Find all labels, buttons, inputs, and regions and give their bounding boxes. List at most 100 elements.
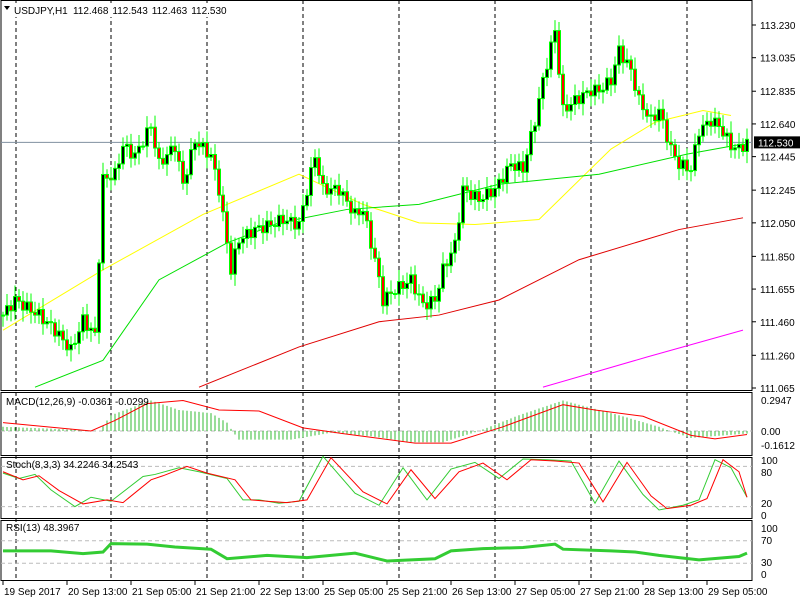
time-axis-label: 21 Sep 21:00: [196, 587, 256, 598]
candle: [89, 327, 93, 332]
macd-signal-line: [2, 399, 748, 444]
time-axis-label: 26 Sep 13:00: [452, 587, 512, 598]
candle: [717, 117, 721, 127]
candle: [329, 188, 333, 195]
candle: [629, 59, 633, 70]
candle: [121, 145, 125, 165]
candle: [161, 157, 165, 165]
candle: [333, 184, 337, 190]
candle: [737, 143, 741, 149]
price-axis-label: 113.035: [760, 54, 796, 65]
candle: [261, 225, 265, 234]
oscillator-axis-label: 100: [761, 524, 778, 535]
ohlc-close: 112.530: [191, 6, 227, 17]
oscillator-axis-label: 100: [761, 456, 778, 467]
candle: [53, 322, 57, 337]
candle: [657, 108, 661, 122]
candle: [225, 211, 229, 244]
candle: [21, 300, 25, 311]
candle: [685, 159, 689, 172]
candle: [649, 114, 653, 117]
candle: [85, 314, 89, 332]
candle: [221, 194, 225, 213]
candle: [173, 145, 177, 153]
candle: [581, 92, 585, 105]
candle: [101, 173, 105, 264]
candle: [177, 151, 181, 162]
candle: [533, 125, 537, 132]
candle: [337, 184, 341, 196]
candle: [33, 311, 37, 316]
candle: [105, 173, 109, 179]
candle: [573, 95, 577, 106]
candle: [553, 30, 557, 43]
candle: [141, 145, 145, 148]
candle: [309, 167, 313, 196]
candle: [345, 191, 349, 202]
candle: [653, 114, 657, 122]
stoch-label: Stoch(8,3,3) 34.2246 34.2543: [6, 460, 139, 471]
candle: [145, 127, 149, 147]
candle: [505, 165, 509, 184]
candle: [605, 77, 609, 91]
candle: [213, 154, 217, 170]
candle: [257, 225, 261, 228]
symbol-menu-arrow-icon[interactable]: [4, 6, 10, 10]
candle: [537, 98, 541, 127]
candle: [217, 168, 221, 196]
candle: [565, 104, 569, 112]
macd-label: MACD(12,26,9) -0.0361 -0.0299: [6, 397, 149, 408]
candle: [597, 84, 601, 93]
candle: [513, 163, 517, 171]
panel-frame-1: [0, 392, 753, 456]
candle: [277, 214, 281, 228]
candle: [245, 228, 249, 239]
candle: [745, 138, 749, 152]
price-axis-label: 112.835: [760, 87, 796, 98]
candle: [365, 210, 369, 222]
candle: [369, 220, 373, 249]
candle: [293, 216, 297, 230]
time-axis-label: 25 Sep 21:00: [388, 587, 448, 598]
candle: [325, 183, 329, 195]
price-axis-label: 111.260: [760, 351, 795, 362]
stoch-main-line: [2, 455, 748, 511]
candle: [549, 41, 553, 70]
price-axis-label: 111.850: [760, 252, 795, 263]
candle: [701, 124, 705, 137]
candle: [349, 200, 353, 214]
candle: [317, 157, 321, 176]
candle: [529, 130, 533, 156]
candle: [681, 159, 685, 170]
oscillator-axis-label: 80: [761, 468, 773, 479]
candle: [721, 125, 725, 137]
candle: [601, 89, 605, 93]
candle: [697, 135, 701, 146]
candle: [645, 109, 649, 117]
candle: [377, 257, 381, 278]
candle: [457, 222, 461, 241]
candle: [733, 147, 737, 151]
candle: [201, 142, 205, 148]
candle: [133, 152, 137, 159]
candle: [497, 178, 501, 189]
candle: [297, 220, 301, 230]
candle: [13, 296, 17, 312]
candle: [69, 343, 73, 351]
candle: [185, 174, 189, 184]
candle: [421, 293, 425, 304]
price-axis-label: 112.640: [760, 120, 796, 131]
candle: [305, 194, 309, 207]
candle: [493, 187, 497, 198]
candle: [669, 141, 673, 146]
candle: [501, 178, 505, 184]
candle: [57, 330, 61, 337]
candle: [545, 68, 549, 78]
candle: [193, 142, 197, 151]
candle: [385, 291, 389, 307]
candle: [29, 301, 33, 313]
oscillator-axis-label: 30: [761, 558, 773, 569]
oscillator-axis-label: 0: [761, 511, 767, 522]
candle: [613, 64, 617, 86]
